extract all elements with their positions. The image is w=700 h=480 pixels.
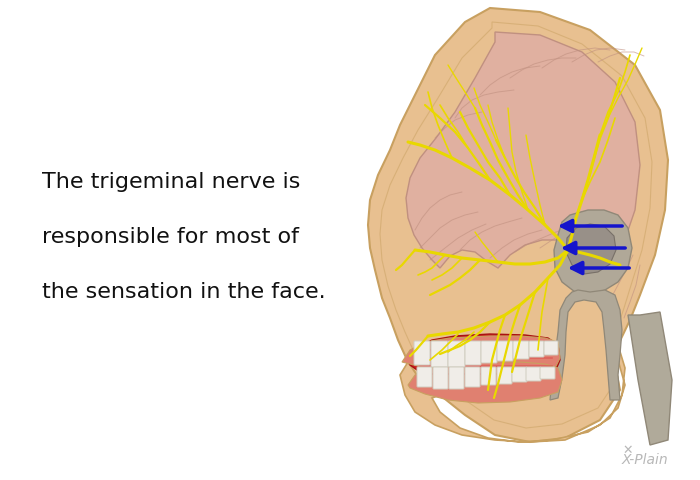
FancyBboxPatch shape [465, 341, 481, 365]
Polygon shape [402, 336, 560, 374]
FancyBboxPatch shape [529, 341, 544, 357]
FancyBboxPatch shape [414, 341, 430, 365]
FancyBboxPatch shape [481, 341, 497, 363]
Polygon shape [408, 334, 560, 390]
FancyBboxPatch shape [540, 367, 555, 379]
Polygon shape [554, 210, 632, 295]
Polygon shape [628, 312, 672, 445]
Text: ✕: ✕ [623, 444, 634, 456]
Polygon shape [400, 345, 625, 442]
FancyBboxPatch shape [526, 367, 541, 381]
Polygon shape [408, 362, 562, 403]
Polygon shape [550, 290, 622, 400]
FancyBboxPatch shape [448, 341, 465, 367]
FancyBboxPatch shape [512, 367, 527, 382]
FancyBboxPatch shape [417, 367, 432, 387]
FancyBboxPatch shape [481, 367, 496, 385]
FancyBboxPatch shape [497, 367, 512, 384]
Text: the sensation in the face.: the sensation in the face. [42, 282, 326, 302]
Text: X-Plain: X-Plain [622, 453, 668, 467]
FancyBboxPatch shape [513, 341, 529, 359]
Text: The trigeminal nerve is: The trigeminal nerve is [42, 172, 300, 192]
FancyBboxPatch shape [431, 341, 448, 367]
Polygon shape [566, 224, 616, 274]
Polygon shape [368, 8, 668, 442]
Text: responsible for most of: responsible for most of [42, 227, 299, 247]
FancyBboxPatch shape [449, 367, 464, 389]
FancyBboxPatch shape [497, 341, 513, 361]
FancyBboxPatch shape [433, 367, 448, 389]
FancyBboxPatch shape [465, 367, 480, 387]
Polygon shape [406, 32, 640, 270]
FancyBboxPatch shape [544, 341, 558, 355]
